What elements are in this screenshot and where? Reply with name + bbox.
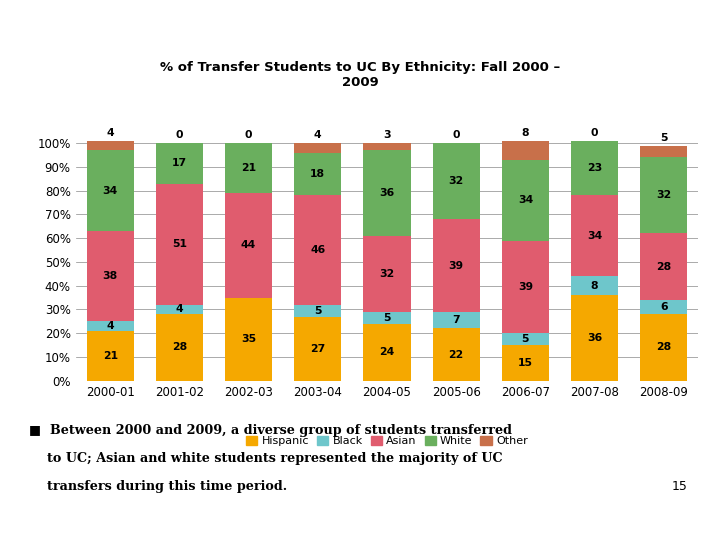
Text: 5: 5 xyxy=(383,313,391,323)
Bar xyxy=(156,314,203,381)
Text: 46: 46 xyxy=(310,245,325,255)
Text: 36: 36 xyxy=(379,188,395,198)
Text: 34: 34 xyxy=(102,186,118,195)
Bar xyxy=(364,236,410,312)
Bar xyxy=(433,312,480,328)
Text: 44: 44 xyxy=(241,240,256,251)
Bar xyxy=(502,241,549,333)
Bar xyxy=(571,276,618,295)
Text: 5: 5 xyxy=(660,133,667,143)
Bar xyxy=(294,153,341,195)
Text: 8: 8 xyxy=(591,281,598,291)
Text: 7: 7 xyxy=(452,315,460,325)
Bar xyxy=(502,160,549,241)
Text: 6: 6 xyxy=(660,302,667,312)
Text: 0: 0 xyxy=(452,130,460,140)
Bar xyxy=(86,150,134,231)
Bar xyxy=(225,143,272,193)
Text: 28: 28 xyxy=(172,342,187,353)
Bar xyxy=(86,331,134,381)
Text: 0: 0 xyxy=(591,128,598,138)
Text: ■  Between 2000 and 2009, a diverse group of students transferred: ■ Between 2000 and 2009, a diverse group… xyxy=(29,424,512,437)
Bar xyxy=(571,195,618,276)
Text: 5: 5 xyxy=(314,306,322,316)
Bar xyxy=(571,141,618,195)
Text: 4: 4 xyxy=(176,305,183,314)
Text: 5: 5 xyxy=(522,334,529,344)
Bar xyxy=(640,314,688,381)
Bar xyxy=(156,184,203,305)
Text: 15: 15 xyxy=(518,358,533,368)
Bar xyxy=(502,333,549,345)
Text: 34: 34 xyxy=(518,195,533,205)
Bar xyxy=(225,193,272,298)
Text: 36: 36 xyxy=(587,333,602,343)
Bar xyxy=(86,141,134,150)
Text: 18: 18 xyxy=(310,169,325,179)
Bar xyxy=(86,231,134,321)
Bar xyxy=(364,323,410,381)
Legend: Hispanic, Black, Asian, White, Other: Hispanic, Black, Asian, White, Other xyxy=(242,431,532,450)
Bar xyxy=(640,158,688,233)
Text: to UC; Asian and white students represented the majority of UC: to UC; Asian and white students represen… xyxy=(47,452,503,465)
Text: 0: 0 xyxy=(245,130,252,140)
Text: 4: 4 xyxy=(107,321,114,331)
Text: 32: 32 xyxy=(449,176,464,186)
Bar xyxy=(294,305,341,316)
Text: 35: 35 xyxy=(241,334,256,344)
Text: 8: 8 xyxy=(522,128,529,138)
Bar xyxy=(640,146,688,158)
Text: 0: 0 xyxy=(176,130,183,140)
Text: 38: 38 xyxy=(103,271,118,281)
Text: transfers during this time period.: transfers during this time period. xyxy=(47,480,287,493)
Text: 4: 4 xyxy=(107,128,114,138)
Text: 4: 4 xyxy=(314,130,322,140)
Text: Transfers: Transfers xyxy=(11,26,289,77)
Text: % of Transfer Students to UC By Ethnicity: Fall 2000 –
2009: % of Transfer Students to UC By Ethnicit… xyxy=(160,61,560,89)
Bar xyxy=(294,316,341,381)
Text: 21: 21 xyxy=(103,351,118,361)
Bar xyxy=(364,312,410,323)
Text: 22: 22 xyxy=(449,349,464,360)
Bar xyxy=(225,298,272,381)
Text: 15: 15 xyxy=(672,480,688,493)
Bar xyxy=(364,143,410,150)
Text: 51: 51 xyxy=(172,239,187,249)
Text: 23: 23 xyxy=(587,163,602,173)
Text: 39: 39 xyxy=(449,260,464,271)
Bar xyxy=(571,295,618,381)
Text: 17: 17 xyxy=(172,158,187,168)
Text: 24: 24 xyxy=(379,347,395,357)
Bar xyxy=(433,328,480,381)
Bar xyxy=(433,219,480,312)
Text: 27: 27 xyxy=(310,343,325,354)
Text: 28: 28 xyxy=(656,342,671,353)
Bar xyxy=(294,143,341,153)
Bar xyxy=(364,150,410,236)
Bar xyxy=(640,300,688,314)
Bar xyxy=(156,305,203,314)
Text: 21: 21 xyxy=(241,163,256,173)
Bar xyxy=(433,143,480,219)
Text: 32: 32 xyxy=(656,191,672,200)
Bar xyxy=(640,233,688,300)
Text: 28: 28 xyxy=(656,262,671,272)
Bar xyxy=(294,195,341,305)
Text: 34: 34 xyxy=(587,231,602,241)
Bar xyxy=(156,143,203,184)
Text: 39: 39 xyxy=(518,282,533,292)
Bar xyxy=(86,321,134,331)
Bar xyxy=(502,141,549,160)
Text: 3: 3 xyxy=(383,130,391,140)
Text: 32: 32 xyxy=(379,269,395,279)
Bar xyxy=(502,345,549,381)
